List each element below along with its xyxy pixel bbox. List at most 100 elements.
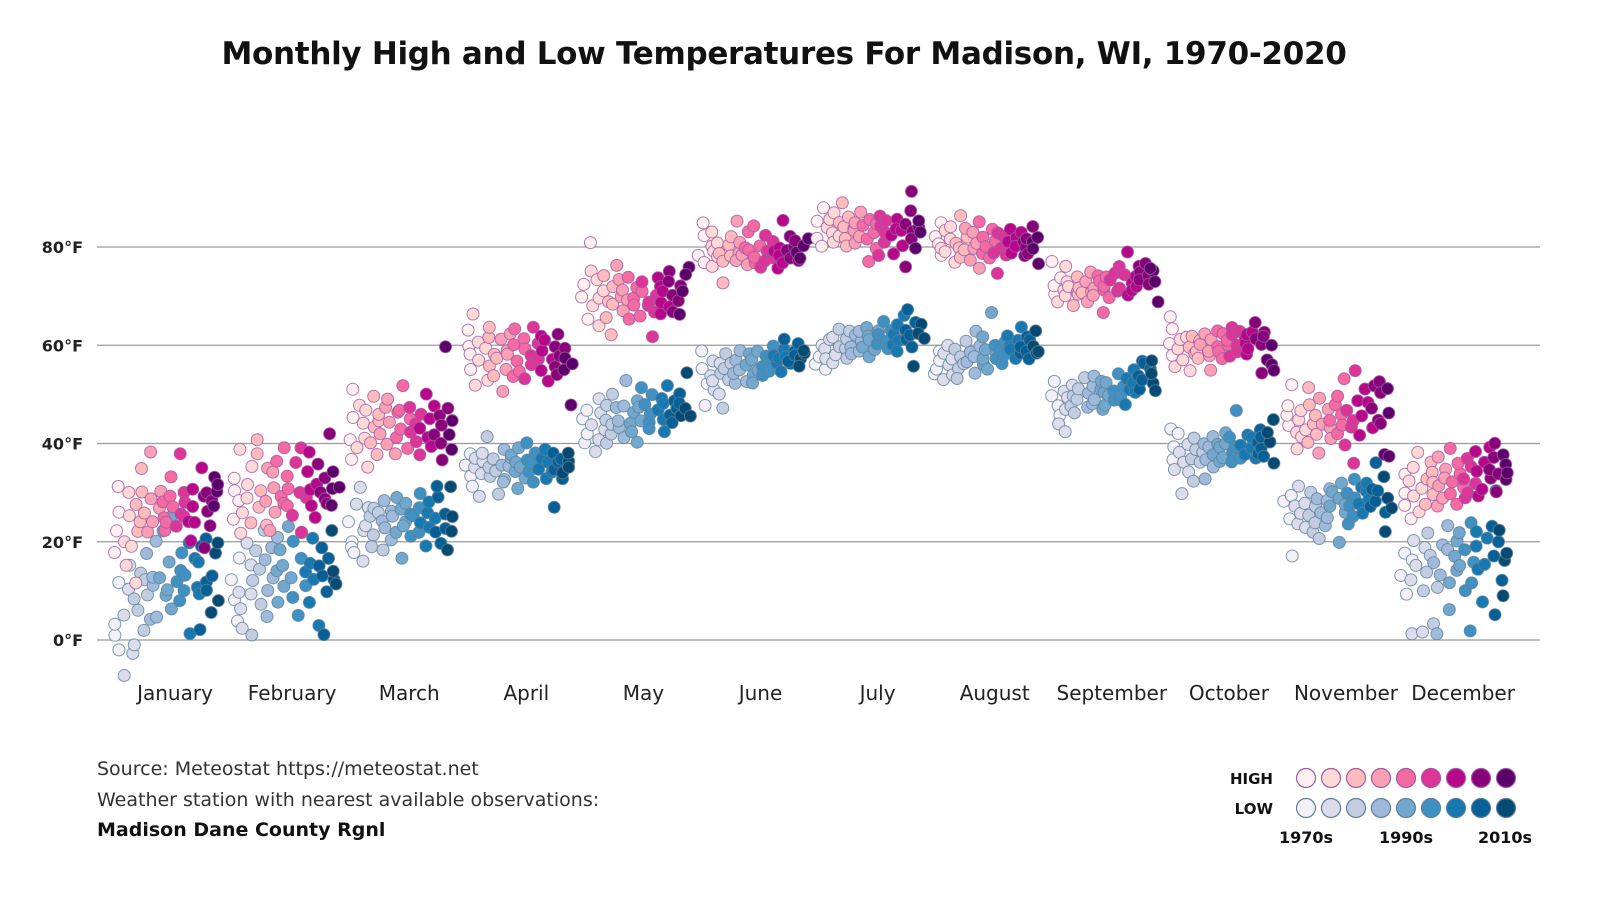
low-point [1144,367,1158,380]
high-point [526,320,540,334]
high-point [263,524,277,537]
high-point [267,481,281,495]
low-point [112,576,126,590]
high-point [184,534,198,548]
high-point [1026,220,1040,233]
high-point [1045,255,1059,268]
high-point [1488,436,1502,450]
legend-decade-label: 2010s [1478,828,1532,847]
high-point [835,196,849,210]
low-point [562,460,576,474]
high-point [367,389,381,403]
low-point [605,387,619,401]
low-point [1420,565,1434,579]
high-point [311,457,325,471]
low-point [1416,625,1429,639]
low-point [660,379,674,393]
high-point [1489,485,1503,499]
low-point [716,401,730,415]
high-point [896,239,910,253]
legend-swatch [1320,797,1342,819]
high-point [1302,398,1316,412]
high-point [1411,445,1425,459]
low-point [1492,523,1506,537]
high-point [419,387,433,401]
high-point [268,505,282,519]
low-point [746,376,759,390]
high-point [164,470,178,484]
low-point [511,482,525,495]
high-point [401,441,415,455]
high-point [241,478,254,491]
low-point [175,546,189,560]
low-point [399,496,413,510]
low-point [1148,384,1162,398]
y-tick-label: 40°F [42,435,83,454]
high-point [1500,466,1514,480]
high-point [564,398,578,412]
low-point [774,365,788,379]
high-point [815,239,829,253]
high-point [380,437,394,451]
low-point [1433,568,1447,582]
low-point [665,416,679,430]
high-point [270,454,284,468]
low-point [475,446,489,460]
high-point [1059,259,1073,273]
high-point [551,327,565,341]
low-point [273,543,287,557]
x-tick-label: August [960,681,1030,705]
low-point [261,584,275,597]
high-point [972,261,986,275]
low-point [366,528,380,542]
high-point [259,494,273,508]
low-point [284,571,298,585]
high-point [135,485,149,499]
low-point [277,579,291,593]
high-point [887,247,901,261]
low-point [1430,627,1444,641]
high-point [1323,413,1337,427]
high-point [144,492,158,506]
low-point [797,344,811,358]
high-point [1121,245,1134,259]
high-point [862,255,876,268]
high-point [466,307,480,321]
high-point [905,184,918,198]
low-point [907,359,920,373]
low-point [325,524,339,537]
high-point [673,307,687,321]
high-point [1066,299,1080,312]
low-point [1014,320,1028,334]
low-point [390,491,404,504]
low-point [981,362,994,376]
high-point [129,497,143,511]
low-point [108,617,122,631]
high-point [1308,409,1322,422]
high-point [245,460,259,473]
low-point [1145,354,1159,368]
low-point [625,425,639,439]
low-point [1400,587,1413,601]
legend-swatch [1370,797,1392,819]
high-point [904,204,918,218]
high-point [621,270,635,284]
legend-swatch [1320,767,1342,789]
low-point [901,303,915,317]
low-point [162,555,176,569]
high-point [1204,363,1218,377]
high-point [1407,489,1421,503]
high-point [129,576,143,590]
legend-swatch [1370,767,1392,789]
high-point [507,338,521,352]
low-point [1430,580,1444,594]
low-point [258,553,272,567]
low-point [698,399,712,412]
legend-swatch [1470,767,1492,789]
high-point [250,433,264,447]
low-point [286,590,300,604]
high-point [490,351,504,365]
high-point [1431,450,1445,464]
low-point [234,602,248,616]
x-tick-label: December [1411,681,1515,705]
